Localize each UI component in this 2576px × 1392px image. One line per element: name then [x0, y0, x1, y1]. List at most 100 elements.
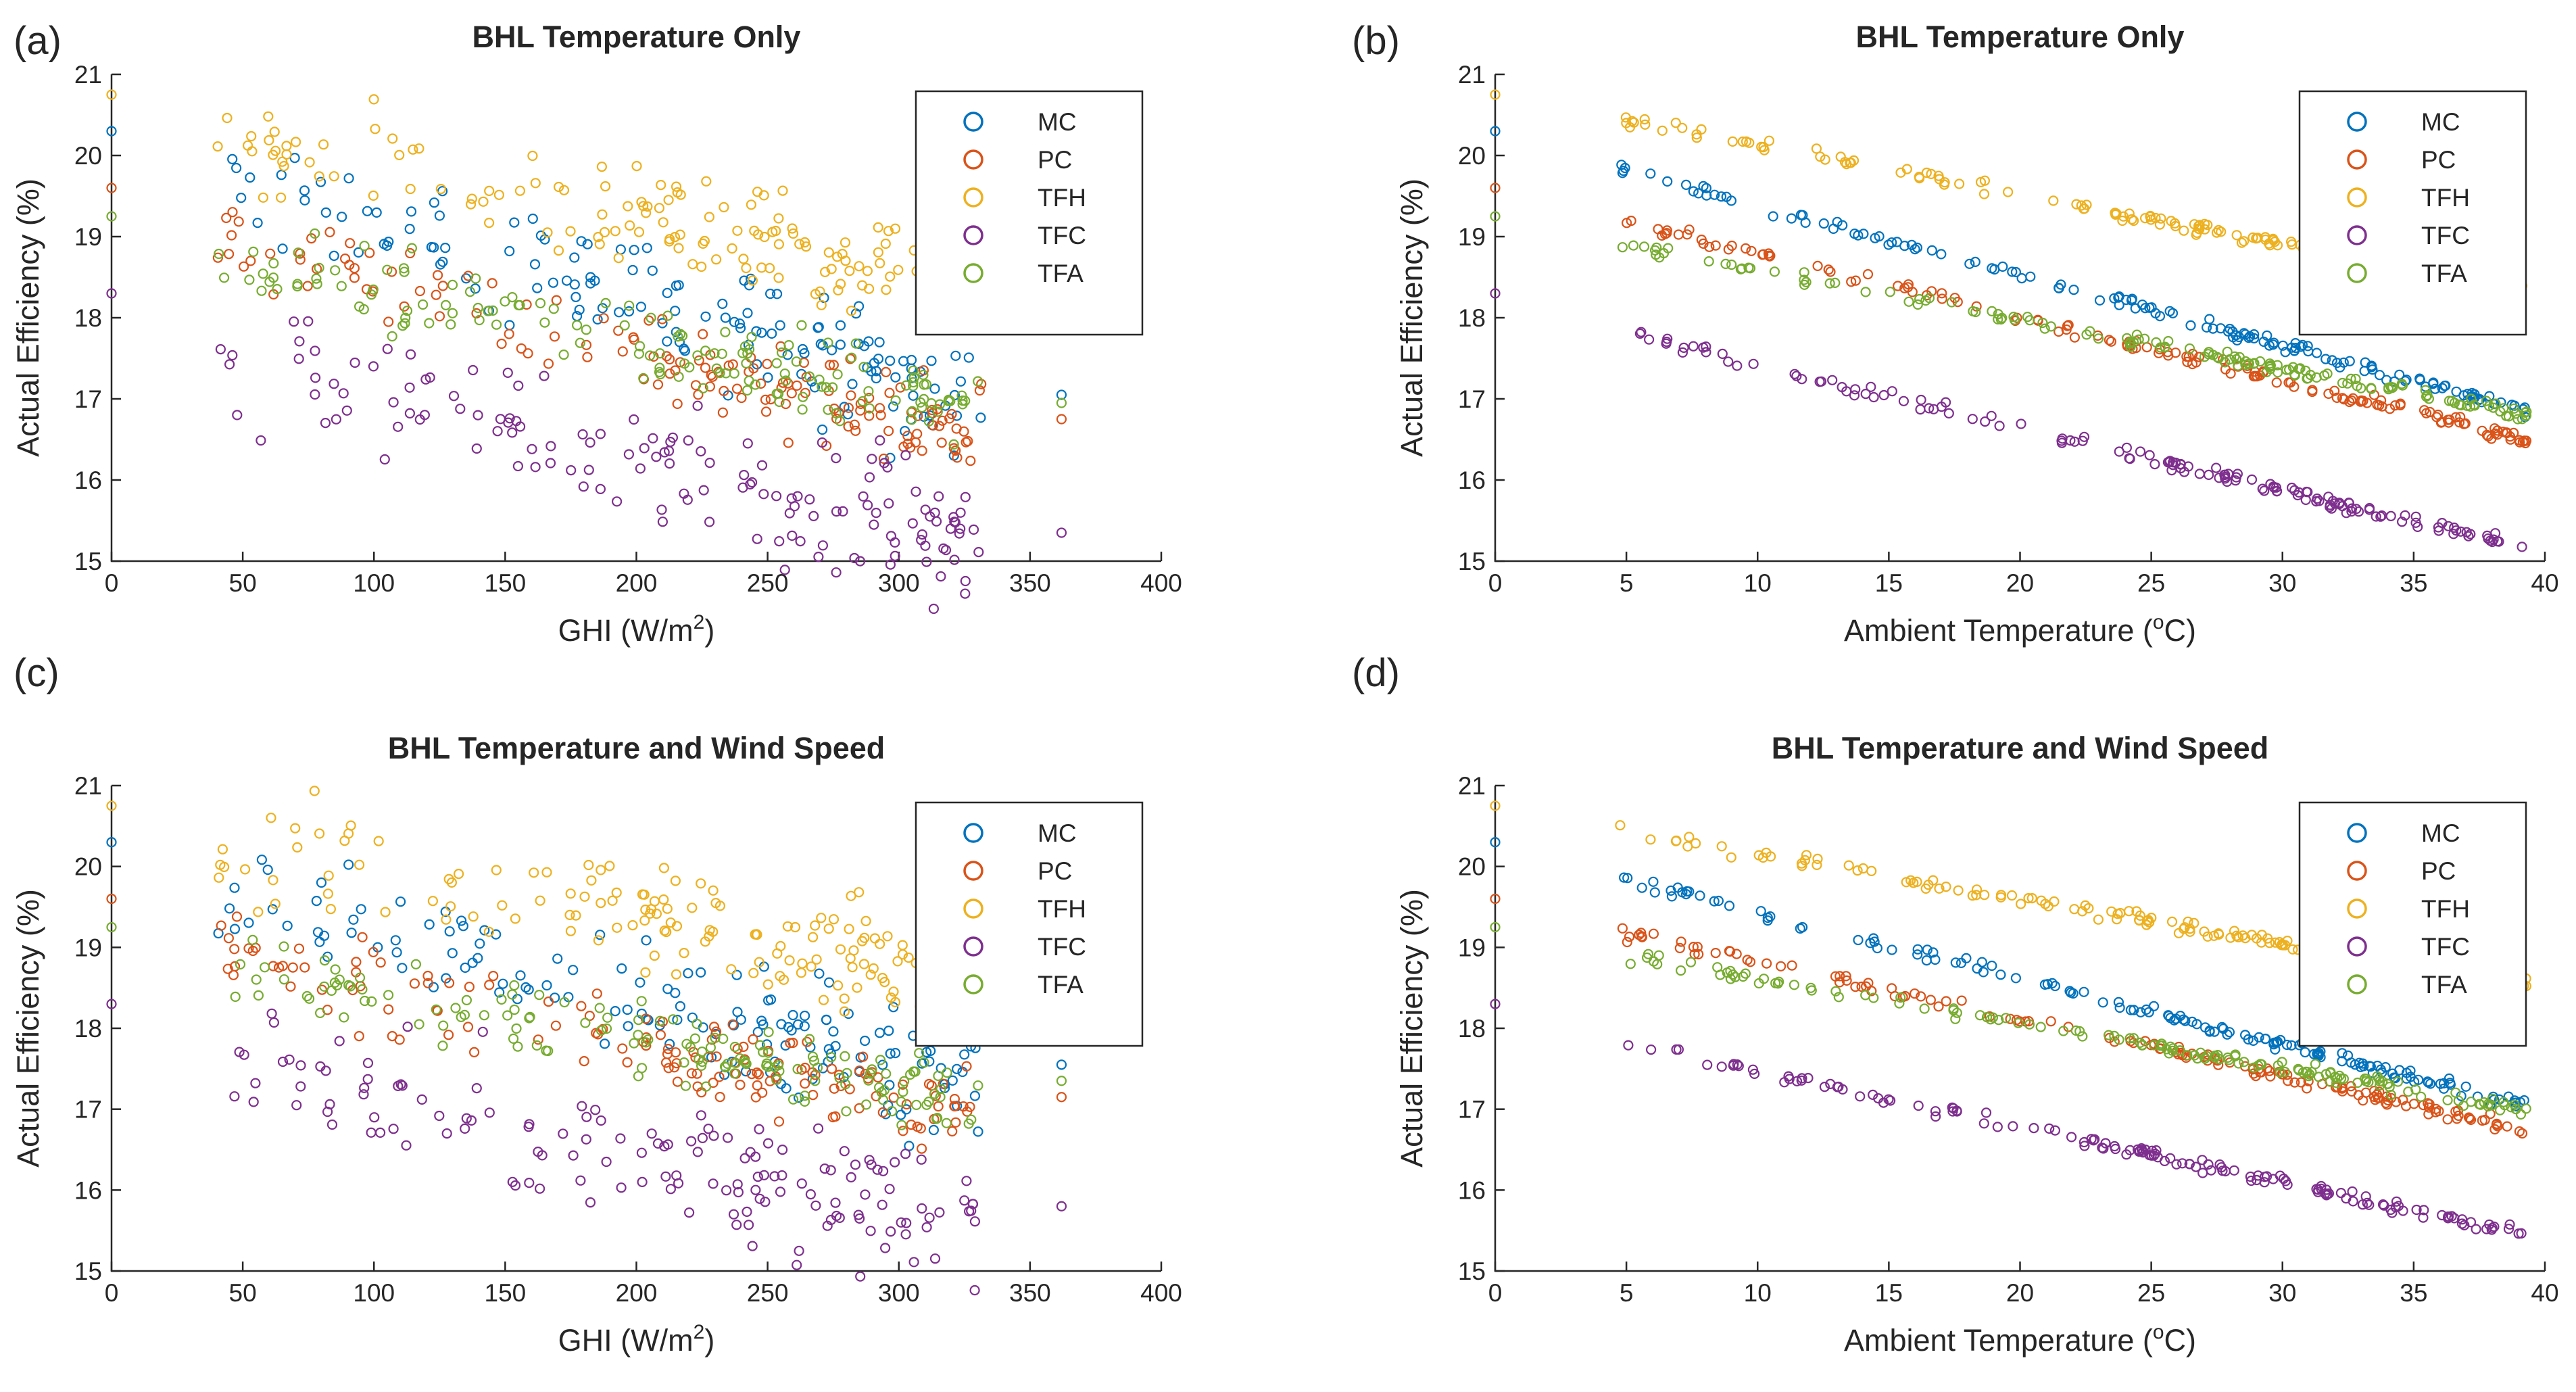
data-point [745, 273, 756, 284]
data-point [912, 1121, 923, 1132]
data-point [844, 266, 855, 277]
data-point [2483, 431, 2494, 442]
data-point [2305, 369, 2316, 381]
x-tick-label: 40 [2531, 1279, 2558, 1307]
data-point [1926, 168, 1937, 179]
data-point [2408, 1099, 2419, 1109]
data-point [812, 1062, 823, 1073]
data-point [947, 1126, 958, 1137]
data-point [1930, 1106, 1941, 1117]
legend-label: PC [2421, 857, 2456, 885]
data-point [524, 1177, 535, 1189]
data-point [216, 920, 226, 931]
data-point [404, 408, 416, 419]
data-point [1948, 1003, 1959, 1014]
data-point [841, 1106, 852, 1117]
data-point [2167, 1045, 2178, 1056]
data-point [923, 1096, 934, 1107]
data-point [762, 1061, 774, 1072]
data-point [1622, 873, 1633, 884]
data-point [2251, 233, 2262, 243]
data-point [692, 400, 703, 411]
data-point [863, 1075, 874, 1086]
data-point [2044, 1123, 2055, 1134]
data-point [1943, 408, 1954, 419]
data-point [212, 141, 223, 152]
data-point [431, 289, 441, 300]
data-point [789, 921, 801, 933]
data-point [394, 149, 405, 160]
data-point [708, 885, 719, 896]
data-point [875, 435, 885, 446]
data-point [2047, 978, 2058, 989]
data-point [2231, 230, 2242, 241]
data-point [248, 1097, 259, 1107]
data-point [583, 464, 594, 475]
data-point [2064, 986, 2075, 997]
data-point [963, 435, 973, 447]
data-point [387, 331, 397, 342]
data-point [2169, 218, 2181, 229]
x-tick-label: 400 [1140, 569, 1182, 597]
data-point [623, 1021, 633, 1032]
data-point [1726, 259, 1737, 270]
data-point [2183, 461, 2193, 472]
data-point [2010, 973, 2021, 984]
data-point [1878, 1097, 1889, 1108]
data-point [919, 1057, 929, 1068]
data-point [2184, 343, 2195, 354]
data-point [1732, 1059, 1743, 1070]
data-point [404, 224, 415, 235]
data-point [256, 435, 266, 446]
data-point [796, 967, 807, 978]
data-point [509, 217, 520, 228]
data-point [615, 1133, 626, 1144]
data-point [2191, 1161, 2202, 1172]
data-point [304, 993, 315, 1004]
data-point [504, 413, 515, 424]
data-point [596, 865, 606, 875]
y-tick-label: 20 [1458, 142, 1486, 170]
data-point [875, 410, 886, 421]
data-point [601, 1156, 612, 1168]
data-point [266, 813, 276, 823]
data-point [2302, 1066, 2312, 1078]
data-point [800, 1078, 810, 1089]
data-point [1677, 347, 1688, 358]
data-point [948, 439, 959, 450]
data-point [2438, 1083, 2450, 1094]
data-point [2269, 237, 2281, 247]
data-point [278, 941, 289, 952]
data-point [696, 878, 706, 889]
data-point [2163, 1010, 2174, 1021]
data-point [2134, 915, 2145, 926]
data-point [424, 318, 435, 329]
data-point [640, 967, 651, 978]
data-point [2510, 408, 2521, 419]
data-point [472, 410, 483, 421]
data-point [827, 1111, 838, 1123]
data-point [543, 996, 554, 1007]
data-point [908, 390, 919, 401]
legend-label: TFH [2421, 184, 2470, 212]
data-point [1674, 942, 1685, 954]
data-point [570, 291, 581, 302]
data-point [919, 379, 929, 390]
data-point [592, 314, 603, 325]
data-point [967, 1199, 978, 1209]
data-point [264, 135, 274, 146]
data-point [974, 385, 986, 396]
data-point [362, 206, 373, 216]
legend-marker [2347, 861, 2367, 881]
data-point [2370, 1095, 2381, 1105]
data-point [748, 967, 759, 978]
data-point [1666, 891, 1677, 902]
data-point [2341, 508, 2352, 519]
data-point [1727, 136, 1738, 147]
data-point [292, 842, 303, 853]
data-point [633, 226, 645, 237]
data-point [401, 1140, 412, 1151]
data-point [829, 1083, 840, 1094]
data-point [931, 1112, 943, 1124]
data-point [2112, 914, 2122, 925]
